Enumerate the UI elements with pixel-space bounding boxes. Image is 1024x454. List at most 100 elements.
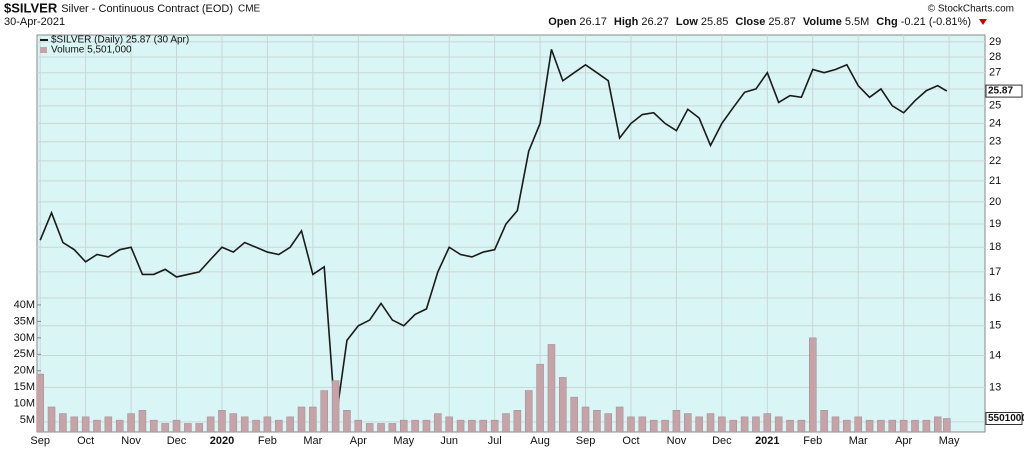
- volume-bar: [115, 419, 124, 433]
- stat-value: 25.85: [701, 16, 729, 28]
- volume-bar: [104, 416, 113, 433]
- volume-bar: [377, 423, 385, 433]
- x-tick-label: Mar: [849, 435, 868, 447]
- volume-bar: [252, 419, 260, 433]
- volume-bar: [774, 416, 783, 433]
- volume-bar: [943, 418, 951, 433]
- volume-bar: [127, 413, 135, 433]
- volume-bar: [172, 419, 181, 433]
- volume-bar: [59, 413, 67, 433]
- x-tick-label: Jul: [488, 435, 502, 447]
- volume-bar: [229, 413, 238, 433]
- volume-bar: [206, 416, 215, 433]
- y-tick-label: 24: [989, 117, 1001, 129]
- x-tick-label: Apr: [350, 435, 367, 447]
- volume-bar: [502, 413, 510, 433]
- volume-bar: [809, 337, 817, 433]
- volume-bar: [877, 419, 885, 433]
- legend-label: $SILVER (Daily) 25.87 (30 Apr): [51, 35, 189, 46]
- volume-bar: [615, 406, 624, 433]
- volume-bar: [820, 410, 828, 433]
- y2-tick-label: 20M: [14, 365, 35, 377]
- chart-title: $SILVER: [4, 0, 58, 15]
- volume-bar: [286, 416, 294, 433]
- volume-bar: [786, 419, 794, 433]
- volume-bar: [695, 416, 703, 433]
- x-tick-label: Dec: [167, 435, 187, 447]
- exchange: CME: [238, 4, 261, 15]
- volume-bar: [922, 419, 931, 433]
- volume-bar: [184, 423, 192, 433]
- y-tick-label: 28: [989, 51, 1001, 63]
- legend-swatch: [40, 47, 47, 53]
- price-line: [39, 49, 948, 422]
- stat-label: Close: [735, 16, 765, 28]
- volume-bar: [843, 419, 851, 433]
- volume-bar: [638, 416, 647, 433]
- y2-tick-label: 35M: [14, 315, 35, 327]
- y2-tick-label: 10M: [14, 398, 35, 410]
- volume-bar: [263, 416, 272, 433]
- end-label-box: [985, 412, 1023, 426]
- y-tick-label: 23: [989, 136, 1001, 148]
- y2-tick-label: 25M: [14, 348, 35, 360]
- x-tick-label: Dec: [712, 435, 732, 447]
- stat-label: Chg: [876, 16, 897, 28]
- volume-bar: [899, 419, 908, 433]
- source: © StockCharts.com: [928, 4, 1014, 15]
- volume-bar: [513, 410, 522, 433]
- y2-tick-label: 15M: [14, 381, 35, 393]
- stat-label: Volume: [803, 16, 842, 28]
- volume-bar: [661, 419, 669, 433]
- volume-bar: [490, 419, 499, 433]
- x-tick-label: Sep: [576, 435, 596, 447]
- volume-bar: [388, 423, 397, 433]
- x-tick-label: Oct: [77, 435, 94, 447]
- volume-bar: [150, 419, 158, 433]
- volume-bar: [138, 410, 147, 433]
- y-tick-label: 14: [989, 349, 1001, 361]
- end-label-box: [985, 84, 1023, 98]
- volume-bar: [195, 423, 203, 433]
- stat-label: Low: [676, 16, 698, 28]
- x-tick-label: Jun: [440, 435, 458, 447]
- x-tick-label: Nov: [121, 435, 141, 447]
- y-tick-label: 15: [989, 320, 1001, 332]
- stat-value: -0.21 (-0.81%): [901, 16, 971, 28]
- volume-bar: [218, 410, 226, 433]
- volume-bar: [365, 423, 374, 433]
- volume-bar: [524, 390, 533, 433]
- volume-bar: [468, 419, 476, 433]
- volume-bar: [331, 380, 340, 433]
- chart-subtitle: Silver - Continuous Contract (EOD): [61, 3, 233, 15]
- volume-bar: [479, 419, 488, 433]
- volume-bar: [93, 419, 101, 433]
- y2-tick-label: 40M: [14, 299, 35, 311]
- stat-value: 25.87: [768, 16, 796, 28]
- volume-bar: [343, 410, 351, 433]
- x-tick-label: Feb: [803, 435, 822, 447]
- change-arrow: [979, 19, 987, 25]
- x-tick-label: Apr: [895, 435, 912, 447]
- legend-label: Volume 5,501,000: [51, 45, 132, 56]
- volume-bar: [718, 416, 726, 433]
- volume-bar: [309, 406, 317, 433]
- volume-bar: [240, 416, 249, 433]
- volume-bar: [547, 344, 556, 433]
- volume-bar: [570, 396, 578, 433]
- volume-bar: [47, 406, 56, 433]
- volume-bar: [865, 419, 874, 433]
- x-tick-label: Aug: [530, 435, 550, 447]
- volume-bar: [434, 413, 442, 433]
- volume-bar: [81, 416, 90, 433]
- y-tick-label: 16: [989, 292, 1001, 304]
- volume-bar: [797, 419, 806, 433]
- volume-bar: [763, 413, 772, 433]
- volume-bar: [559, 377, 567, 433]
- x-tick-label: 2021: [755, 435, 779, 447]
- volume-bar: [36, 373, 44, 433]
- volume-bar: [627, 416, 635, 433]
- y2-tick-label: 5M: [20, 414, 35, 426]
- volume-bar: [649, 419, 658, 433]
